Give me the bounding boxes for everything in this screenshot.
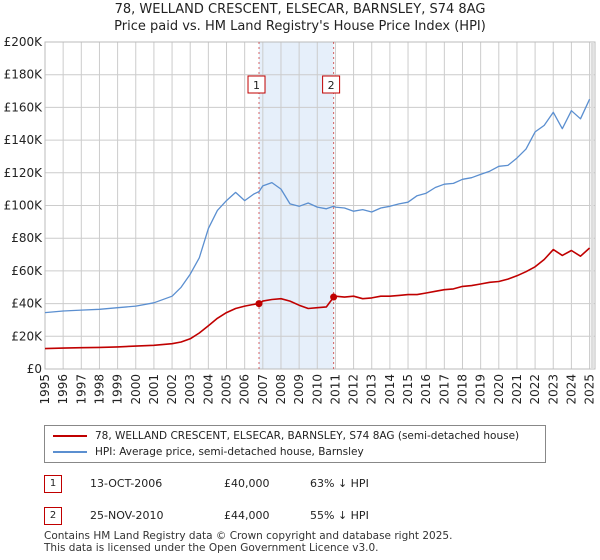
- x-tick-label: 2008: [274, 374, 288, 405]
- sale-hpi-change: 55% ↓ HPI: [310, 509, 369, 522]
- x-tick-label: 2009: [292, 374, 306, 405]
- legend-item-hpi: HPI: Average price, semi-detached house,…: [53, 444, 364, 460]
- x-tick-label: 2001: [147, 374, 161, 405]
- x-tick-label: 2025: [583, 374, 597, 405]
- y-tick-label: £0: [27, 362, 42, 376]
- legend-item-property: 78, WELLAND CRESCENT, ELSECAR, BARNSLEY,…: [53, 428, 519, 444]
- x-tick-label: 1995: [38, 374, 52, 405]
- x-tick-label: 2018: [455, 374, 469, 405]
- x-tick-label: 2011: [328, 374, 342, 405]
- x-tick-label: 2013: [365, 374, 379, 405]
- y-tick-label: £20K: [11, 329, 43, 343]
- x-tick-label: 2020: [492, 374, 506, 405]
- x-tick-label: 2022: [528, 374, 542, 405]
- sale-marker-badge: 2: [44, 507, 62, 525]
- sale-date: 25-NOV-2010: [90, 509, 164, 522]
- y-tick-label: £140K: [4, 133, 44, 147]
- x-tick-label: 1998: [92, 374, 106, 405]
- sale-price: £40,000: [224, 477, 270, 490]
- x-tick-label: 2014: [383, 374, 397, 405]
- x-tick-label: 1999: [111, 374, 125, 405]
- sale-price: £44,000: [224, 509, 270, 522]
- x-tick-label: 2000: [129, 374, 143, 405]
- y-tick-label: £180K: [4, 68, 44, 82]
- chart-legend: 78, WELLAND CRESCENT, ELSECAR, BARNSLEY,…: [44, 425, 546, 463]
- x-tick-label: 2004: [201, 374, 215, 405]
- y-tick-label: £120K: [4, 166, 44, 180]
- x-tick-label: 2017: [437, 374, 451, 405]
- property-line: [44, 247, 591, 350]
- x-tick-label: 2007: [256, 374, 270, 405]
- sale-point: [255, 300, 263, 308]
- x-tick-label: 2003: [183, 374, 197, 405]
- legend-hpi-line: [53, 451, 87, 453]
- sale-annotation-box: [322, 75, 341, 94]
- sale-marker-badge: 1: [44, 475, 62, 493]
- sale-annotation: 1: [247, 75, 266, 94]
- y-tick-label: £160K: [4, 100, 44, 114]
- x-tick-label: 2006: [238, 374, 252, 405]
- y-tick-label: £200K: [4, 35, 44, 49]
- x-tick-label: 2023: [546, 374, 560, 405]
- chart-subtitle: Price paid vs. HM Land Registry's House …: [114, 19, 486, 34]
- x-tick-label: 2012: [347, 374, 361, 405]
- x-tick-label: 2010: [310, 374, 324, 405]
- legend-hpi-label: HPI: Average price, semi-detached house,…: [95, 446, 364, 458]
- y-tick-label: £40K: [11, 297, 43, 311]
- x-tick-label: 2019: [474, 374, 488, 405]
- x-tick-label: 1997: [74, 374, 88, 405]
- y-tick-label: £60K: [11, 264, 43, 278]
- hpi-line: [44, 98, 591, 314]
- x-tick-label: 1996: [56, 374, 70, 405]
- sale-date: 13-OCT-2006: [90, 477, 163, 490]
- x-tick-label: 2016: [419, 374, 433, 405]
- x-tick-label: 2024: [564, 374, 578, 405]
- x-tick-label: 2021: [510, 374, 524, 405]
- footer-copyright: Contains HM Land Registry data © Crown c…: [44, 530, 453, 542]
- sale-annotation-box: [247, 75, 266, 94]
- x-tick-label: 2015: [401, 374, 415, 405]
- sale-point: [330, 293, 338, 301]
- footer-licence: This data is licensed under the Open Gov…: [44, 542, 379, 554]
- sale-annotation-label: 1: [253, 79, 260, 92]
- sale-annotation: 2: [322, 75, 341, 94]
- plot-frame: [44, 41, 596, 370]
- chart-title-address: 78, WELLAND CRESCENT, ELSECAR, BARNSLEY,…: [114, 2, 486, 17]
- legend-property-line: [53, 435, 87, 437]
- legend-property-label: 78, WELLAND CRESCENT, ELSECAR, BARNSLEY,…: [95, 430, 520, 442]
- price-chart: £0 £20K £40K £60K £80K £100K £120K £140K £160K £1…: [4, 35, 597, 405]
- x-tick-label: 2005: [220, 374, 234, 405]
- sale-hpi-change: 63% ↓ HPI: [310, 477, 369, 490]
- sale-annotation-label: 2: [328, 79, 335, 92]
- y-tick-label: £100K: [4, 199, 44, 213]
- x-tick-label: 2002: [165, 374, 179, 405]
- y-tick-label: £80K: [11, 231, 43, 245]
